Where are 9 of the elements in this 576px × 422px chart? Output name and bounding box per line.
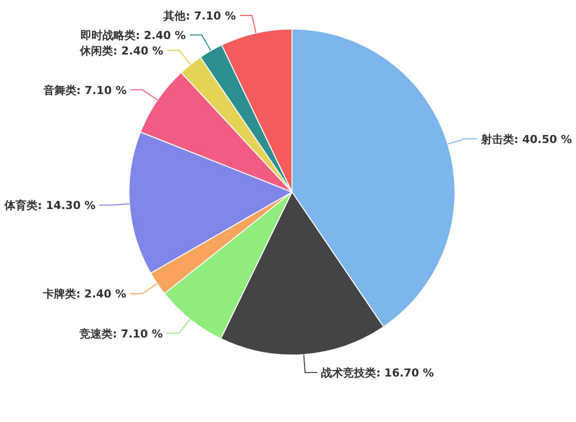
slice-label: 卡牌类: 2.40 % — [42, 288, 126, 301]
slice-label: 其他: 7.10 % — [162, 9, 236, 22]
slice-label: 战术竞技类: 16.70 % — [321, 366, 434, 380]
slice-label: 即时战略类: 2.40 % — [80, 29, 186, 42]
slice-label: 体育类: 14.30 % — [4, 199, 96, 212]
slice-label: 休闲类: 2.40 % — [79, 44, 164, 58]
slice-label: 音舞类: 7.10 % — [42, 84, 127, 97]
slice-label: 竞速类: 7.10 % — [78, 327, 163, 340]
slice-label: 射击类: 40.50 % — [480, 132, 572, 146]
